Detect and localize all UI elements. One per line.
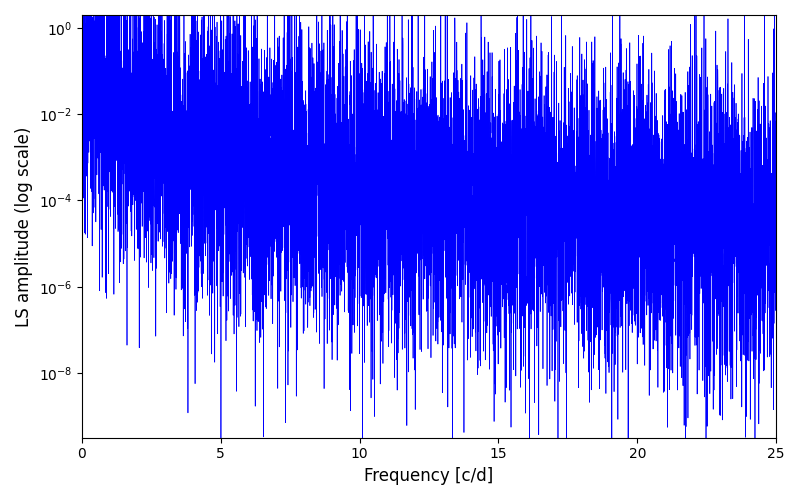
Y-axis label: LS amplitude (log scale): LS amplitude (log scale): [15, 126, 33, 326]
X-axis label: Frequency [c/d]: Frequency [c/d]: [364, 467, 494, 485]
